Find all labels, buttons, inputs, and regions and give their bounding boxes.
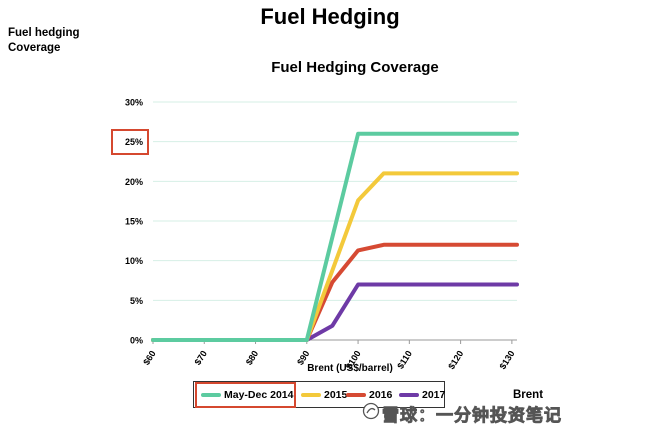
x-tick-label: $60: [141, 349, 157, 367]
y-tick-label: 15%: [125, 217, 143, 227]
side-label-line2: Coverage: [8, 42, 61, 54]
bottom-brent-label: Brent: [513, 389, 544, 401]
grid-lines: [153, 101, 517, 301]
y-tick-label: 25%: [125, 137, 143, 147]
y-tick-label: 10%: [125, 256, 143, 266]
series-line-2017: [151, 282, 519, 342]
series-line-may-dec-2014: [151, 131, 519, 342]
legend-label: 2016: [369, 389, 393, 401]
y-tick-label: 5%: [130, 296, 143, 306]
y-tick-labels: 0% 5% 10% 15% 20% 25% 30%: [125, 98, 143, 346]
legend-swatch: [346, 393, 366, 397]
snowball-logo-icon: [362, 402, 380, 420]
y-tick-label: 30%: [125, 98, 143, 108]
side-label-line1: Fuel hedging: [8, 27, 80, 39]
series-lines: [151, 131, 519, 342]
x-axis-title: Brent (US$/barrel): [307, 363, 393, 374]
legend-swatch: [399, 393, 419, 397]
x-tick-label: $130: [497, 349, 516, 371]
legend-swatch: [201, 393, 221, 397]
chart-title: Fuel Hedging Coverage: [271, 59, 439, 76]
watermark-text: 雪球：一分钟投资笔记: [382, 406, 562, 426]
series-line-2015: [151, 171, 519, 342]
legend-label: 2017: [422, 389, 446, 401]
highlight-box-legend: [195, 382, 296, 408]
side-label: Fuel hedging Coverage: [8, 26, 108, 56]
highlight-box-y-tick: [111, 129, 149, 155]
x-tick-label: $70: [193, 349, 209, 367]
legend-swatch: [301, 393, 321, 397]
y-tick-label: 0%: [130, 336, 143, 346]
legend-label: 2015: [324, 389, 348, 401]
page-title: Fuel Hedging: [260, 4, 400, 29]
legend: May-Dec 2014 2015 2016 2017: [193, 381, 445, 408]
legend-label: May-Dec 2014: [224, 389, 294, 401]
y-tick-label: 20%: [125, 177, 143, 187]
